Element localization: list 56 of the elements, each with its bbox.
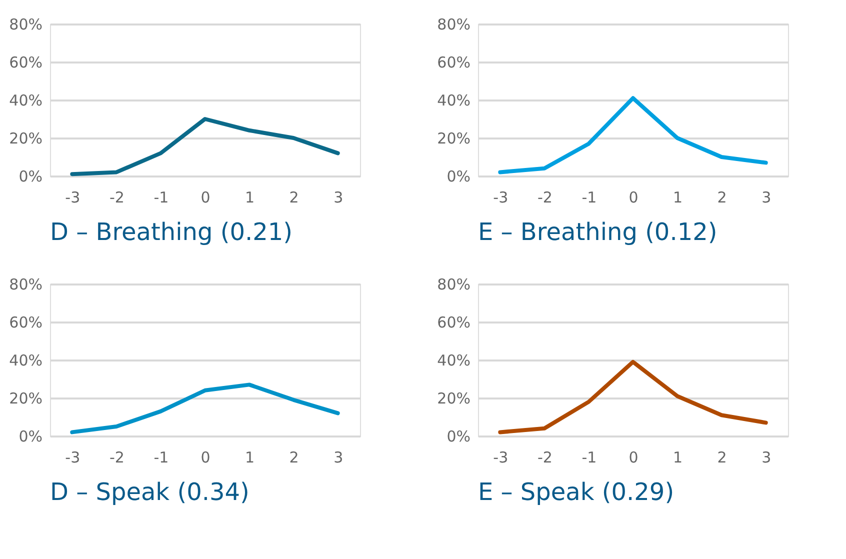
y-tick-label: 0% [446, 428, 470, 446]
text: E – Speak (0.29) [478, 478, 674, 506]
x-tick-label: 1 [673, 448, 683, 466]
x-tick-label: 2 [717, 188, 727, 206]
line-series [70, 382, 340, 434]
x-tick-label: 0 [628, 188, 638, 206]
y-tick-label: 40% [9, 352, 42, 370]
x-tick-label: 2 [289, 188, 299, 206]
x-tick-label: 1 [245, 448, 255, 466]
line-series [70, 117, 340, 176]
x-tick-label: -3 [493, 188, 508, 206]
x-tick-label: -3 [65, 448, 80, 466]
x-tick-label: -2 [109, 188, 124, 206]
x-tick-label: 0 [628, 448, 638, 466]
y-tick-label: 80% [9, 276, 42, 294]
y-tick-label: 20% [9, 130, 42, 148]
x-tick-label: -1 [582, 188, 597, 206]
y-tick-label: 20% [437, 390, 470, 408]
line-series [498, 360, 768, 434]
y-tick-label: 40% [437, 352, 470, 370]
text: D – Breathing (0.21) [50, 218, 293, 246]
text: D – Speak (0.34) [50, 478, 250, 506]
x-tick-label: 2 [717, 448, 727, 466]
x-tick-label: 3 [334, 448, 344, 466]
x-tick-label: -1 [154, 448, 169, 466]
x-tick-label: 1 [673, 188, 683, 206]
y-tick-label: 60% [9, 54, 42, 72]
y-tick-label: 40% [9, 92, 42, 110]
y-tick-label: 0% [446, 168, 470, 186]
x-tick-label: 3 [762, 448, 772, 466]
x-tick-label: 0 [200, 188, 210, 206]
x-tick-label: 2 [289, 448, 299, 466]
x-tick-label: -1 [582, 448, 597, 466]
text: E – Breathing (0.12) [478, 218, 718, 246]
y-tick-label: 60% [437, 54, 470, 72]
x-tick-label: -2 [537, 448, 552, 466]
x-tick-label: 1 [245, 188, 255, 206]
line-series [498, 96, 768, 174]
x-tick-label: -3 [65, 188, 80, 206]
x-tick-label: -2 [109, 448, 124, 466]
y-tick-label: 20% [9, 390, 42, 408]
x-tick-label: 3 [334, 188, 344, 206]
y-tick-label: 60% [9, 314, 42, 332]
y-tick-label: 80% [437, 276, 470, 294]
y-tick-label: 20% [437, 130, 470, 148]
x-tick-label: -1 [154, 188, 169, 206]
y-tick-label: 0% [18, 428, 42, 446]
y-tick-label: 0% [18, 168, 42, 186]
x-tick-label: 0 [200, 448, 210, 466]
y-tick-label: 60% [437, 314, 470, 332]
y-tick-label: 80% [437, 16, 470, 34]
x-tick-label: -3 [493, 448, 508, 466]
y-tick-label: 80% [9, 16, 42, 34]
x-tick-label: -2 [537, 188, 552, 206]
y-tick-label: 40% [437, 92, 470, 110]
x-tick-label: 3 [762, 188, 772, 206]
